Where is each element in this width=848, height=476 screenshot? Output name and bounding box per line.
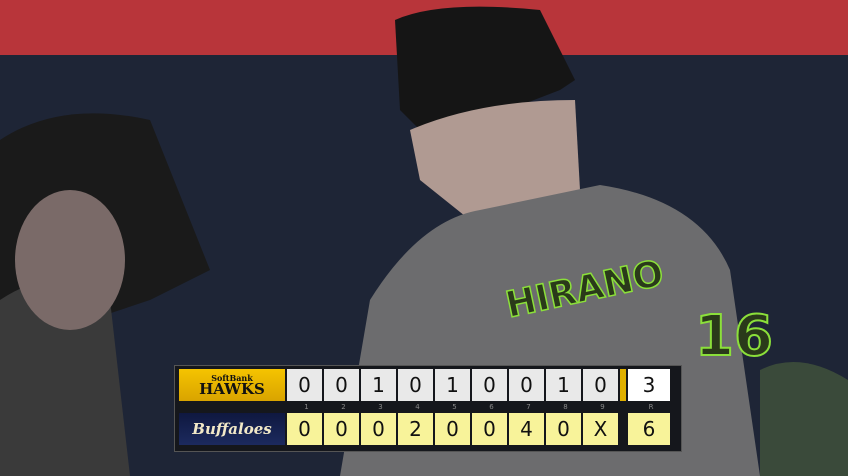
inning-labels: 1 2 3 4 5 6 7 8 9 R — [287, 402, 672, 412]
home-inning-1: 0 — [287, 413, 322, 445]
away-inning-1: 0 — [287, 369, 322, 401]
away-runs: 3 — [628, 369, 670, 401]
inning-label: 9 — [600, 403, 605, 411]
pitcher-cap — [395, 6, 575, 140]
home-inning-8: 0 — [546, 413, 581, 445]
hawks-logo: SoftBank HAWKS — [179, 369, 285, 401]
away-inning-3: 1 — [361, 369, 396, 401]
inning-label: 5 — [452, 403, 457, 411]
home-inning-9: X — [583, 413, 618, 445]
away-inning-6: 0 — [472, 369, 507, 401]
hawks-logo-line2: HAWKS — [199, 379, 265, 398]
away-inning-2: 0 — [324, 369, 359, 401]
player-right — [760, 362, 848, 476]
scoreboard: SoftBank HAWKS 0 0 1 0 1 0 0 1 0 3 1 2 3… — [174, 365, 682, 452]
inning-label: 3 — [378, 403, 383, 411]
away-team-row: SoftBank HAWKS 0 0 1 0 1 0 0 1 0 3 — [179, 369, 670, 401]
away-inning-7: 0 — [509, 369, 544, 401]
runs-label: R — [648, 403, 654, 411]
home-inning-4: 2 — [398, 413, 433, 445]
home-inning-2: 0 — [324, 413, 359, 445]
pitcher-neck — [410, 100, 580, 220]
inning-label: 8 — [563, 403, 568, 411]
home-team-row: Buffaloes 0 0 0 2 0 0 4 0 X 6 — [179, 413, 670, 445]
away-inning-5: 1 — [435, 369, 470, 401]
inning-label: 7 — [526, 403, 531, 411]
jersey-number: 16 — [695, 304, 773, 369]
divider — [620, 413, 626, 445]
inning-label: 4 — [415, 403, 420, 411]
hawks-logo-line1: SoftBank — [211, 372, 253, 383]
home-inning-6: 0 — [472, 413, 507, 445]
inning-label: 2 — [341, 403, 346, 411]
home-runs: 6 — [628, 413, 670, 445]
inning-label: 6 — [489, 403, 494, 411]
away-inning-4: 0 — [398, 369, 433, 401]
buffaloes-logo: Buffaloes — [179, 413, 285, 445]
coach-face — [15, 190, 125, 330]
coach-body — [0, 280, 130, 476]
inning-label: 1 — [304, 403, 309, 411]
divider — [620, 369, 626, 401]
home-inning-5: 0 — [435, 413, 470, 445]
home-inning-7: 4 — [509, 413, 544, 445]
away-inning-8: 1 — [546, 369, 581, 401]
away-inning-9: 0 — [583, 369, 618, 401]
home-inning-3: 0 — [361, 413, 396, 445]
